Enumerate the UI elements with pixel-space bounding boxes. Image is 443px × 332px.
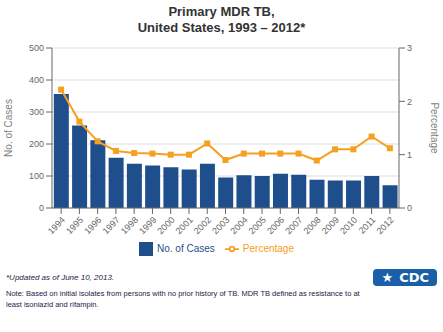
svg-text:1: 1 [407, 150, 412, 160]
svg-text:2008: 2008 [302, 215, 323, 236]
svg-text:2009: 2009 [320, 215, 341, 236]
html-text:Note: Based on initial isolate: Note: Based on initial isolates from per… [6, 289, 360, 298]
svg-text:0: 0 [407, 203, 412, 213]
svg-text:500: 500 [29, 43, 44, 53]
svg-text:200: 200 [29, 139, 44, 149]
html-text:*Updated as of June 10, 2013.: *Updated as of June 10, 2013. [6, 272, 115, 282]
svg-text:1998: 1998 [119, 215, 140, 236]
html-text:least isoniazid and rifampin.: least isoniazid and rifampin. [6, 300, 99, 309]
html-text:Percentage: Percentage [242, 242, 294, 254]
svg-text:2005: 2005 [247, 215, 268, 236]
html-text:United States, 1993 – 2012*: United States, 1993 – 2012* [137, 20, 306, 35]
svg-text:2: 2 [407, 97, 412, 107]
html-text:★ CDC: ★ CDC [381, 269, 429, 285]
svg-text:1997: 1997 [101, 215, 122, 236]
svg-text:1995: 1995 [64, 215, 85, 236]
svg-text:Percentage: Percentage [429, 102, 435, 154]
svg-text:1994: 1994 [46, 215, 67, 236]
svg-text:100: 100 [29, 171, 44, 181]
svg-text:1996: 1996 [82, 215, 103, 236]
svg-text:2004: 2004 [228, 215, 249, 236]
svg-text:400: 400 [29, 75, 44, 85]
svg-text:2006: 2006 [265, 215, 286, 236]
svg-text:2007: 2007 [283, 215, 304, 236]
svg-text:2002: 2002 [192, 215, 213, 236]
html-text:Primary MDR TB,: Primary MDR TB, [168, 4, 275, 19]
svg-text:300: 300 [29, 107, 44, 117]
svg-text:No. of Cases: No. of Cases [8, 99, 14, 157]
svg-text:2000: 2000 [155, 215, 176, 236]
html-text:No. of Cases: No. of Cases [157, 242, 215, 254]
svg-text:0: 0 [39, 203, 44, 213]
svg-text:2003: 2003 [210, 215, 231, 236]
svg-text:3: 3 [407, 43, 412, 53]
svg-text:1999: 1999 [137, 215, 158, 236]
svg-text:2011: 2011 [357, 215, 378, 236]
svg-text:2010: 2010 [338, 215, 359, 236]
svg-text:2001: 2001 [174, 215, 195, 236]
svg-text:2012: 2012 [375, 215, 396, 236]
